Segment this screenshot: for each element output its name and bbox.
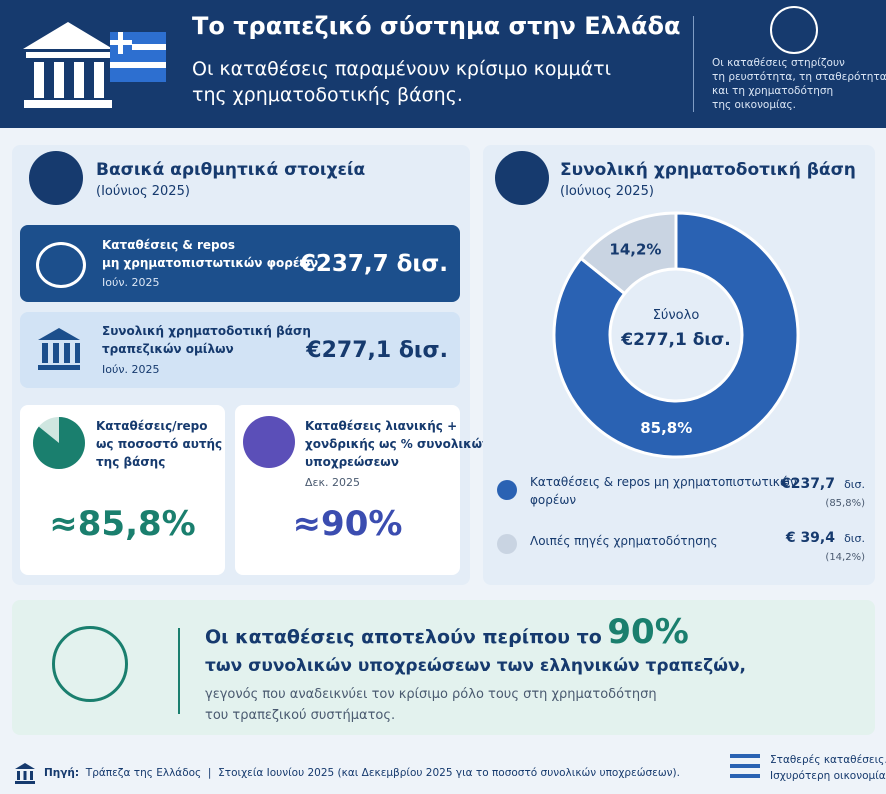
label-line: Καταθέσεις & repos <box>102 238 236 252</box>
coins-icon <box>29 151 83 205</box>
legend-dot <box>497 534 517 554</box>
card-date: Ιούν. 2025 <box>102 363 160 376</box>
card-label: Καταθέσεις & repos μη χρηματοπιστωτικών φ… <box>102 236 318 272</box>
tile-value: ≈90% <box>292 504 403 544</box>
menu-icon <box>730 754 760 778</box>
donut-slice <box>578 211 678 296</box>
label-line: Καταθέσεις λιανικής + <box>305 419 458 433</box>
label-line: τραπεζικών ομίλων <box>102 342 234 356</box>
label-line: της βάσης <box>96 455 166 469</box>
card <box>20 225 460 302</box>
slice-label: 14,2% <box>609 241 661 259</box>
mini-pie <box>33 417 86 469</box>
source: Τράπεζα της Ελλάδος <box>85 767 202 779</box>
highlight-lead: Οι καταθέσεις αποτελούν περίπου το 90% <box>205 612 689 652</box>
donut-chart: 85,8% 14,2% Σύνολο €277,1 δισ. Καταθέσεις & … <box>497 211 865 563</box>
bulb-icon <box>52 626 128 702</box>
lead-figure: 90% <box>607 612 689 652</box>
subtitle: Οι καταθέσεις παραμένουν κρίσιμο κομμάτι <box>192 58 612 80</box>
mini-slice <box>33 417 86 469</box>
label-line: χονδρικής ως % συνολικών <box>305 437 491 451</box>
card-date: Ιούν. 2025 <box>102 276 160 289</box>
legend-label: Λοιπές πηγές χρηματοδότησης <box>530 534 718 548</box>
legend-share: (85,8%) <box>825 498 865 509</box>
panel-title: Βασικά αριθμητικά στοιχεία <box>96 160 366 180</box>
tile-date: Δεκ. 2025 <box>305 476 360 489</box>
tile-label: Καταθέσεις λιανικής + χονδρικής ως % συνο… <box>305 417 490 471</box>
divider <box>178 628 180 714</box>
subtitle: της χρηματοδοτικής βάσης. <box>192 84 463 106</box>
highlight-body: γεγονός που αναδεικνύει τον κρίσιμο ρόλο… <box>205 684 657 726</box>
center-label: Σύνολο <box>653 308 700 323</box>
legend-unit: δισ. <box>844 532 865 545</box>
tile-value: ≈85,8% <box>49 504 196 544</box>
tile-label: Καταθέσεις/repo ως ποσοστό αυτής της βάσης <box>96 417 222 471</box>
legend-dot <box>497 480 517 500</box>
card-value: €237,7 δισ. <box>299 251 448 277</box>
legend-amount: € 39,4 <box>785 530 835 546</box>
label-line: μη χρηματοπιστωτικών φορέων <box>102 256 319 270</box>
label-line: Συνολική χρηματοδοτική βάση <box>102 324 311 338</box>
bank-icon <box>38 328 80 370</box>
legend-amount: €237,7 <box>780 476 835 492</box>
label-line: υποχρεώσεων <box>305 455 399 469</box>
footer-source: Πηγή: Τράπεζα της Ελλάδος | Στοιχεία Ιου… <box>44 767 680 779</box>
pie-icon <box>495 151 549 205</box>
slice-label: 85,8% <box>640 419 692 437</box>
highlight <box>12 600 875 735</box>
footer-icon <box>15 763 35 784</box>
tagline: Σταθερές καταθέσεις. Ισχυρότερη οικονομία… <box>770 752 886 784</box>
divider <box>693 16 694 112</box>
footer-note: Στοιχεία Ιουνίου 2025 (και Δεκεμβρίου 20… <box>218 767 680 779</box>
legend-unit: δισ. <box>844 478 865 491</box>
separator: | <box>207 767 212 779</box>
center-value: €277,1 δισ. <box>620 330 731 350</box>
legend-share: (14,2%) <box>825 552 865 563</box>
panel-period: (Ιούνιος 2025) <box>96 184 190 199</box>
coin-icon <box>770 6 818 54</box>
title: Το τραπεζικό σύστημα στην Ελλάδα <box>192 12 681 40</box>
header-icon <box>23 22 166 108</box>
tagline-line: Σταθερές καταθέσεις. <box>770 754 886 766</box>
chart-subtitle: (Ιούνιος 2025) <box>560 184 654 199</box>
card <box>20 312 460 388</box>
lead-text: Οι καταθέσεις αποτελούν περίπου το <box>205 626 602 648</box>
label-line: ως ποσοστό αυτής <box>96 437 223 451</box>
card-label: Συνολική χρηματοδοτική βάση τραπεζικών ομ… <box>102 322 311 358</box>
note-line: τη ρευστότητα, τη σταθερότητα <box>712 71 886 83</box>
body-line: γεγονός που αναδεικνύει τον κρίσιμο ρόλο… <box>205 687 657 702</box>
label-line: Καταθέσεις/repo <box>96 419 208 433</box>
note-line: Οι καταθέσεις στηρίζουν <box>712 57 845 69</box>
piggy-icon <box>36 242 86 288</box>
note-line: της οικονομίας. <box>712 99 797 111</box>
highlight-line: των συνολικών υποχρεώσεων των ελληνικών … <box>205 656 747 676</box>
legend-label: Καταθέσεις & repos μη χρηματοπιστωτικών φ… <box>530 475 797 507</box>
people-icon <box>243 416 295 468</box>
body-line: του τραπεζικού συστήματος. <box>205 708 396 723</box>
header-note: Οι καταθέσεις στηρίζουν τη ρευστότητα, τ… <box>712 56 886 112</box>
tagline-line: Ισχυρότερη οικονομία. <box>770 770 886 782</box>
donut-slice <box>552 211 800 459</box>
chart-title: Συνολική χρηματοδοτική βάση <box>560 160 856 180</box>
note-line: και τη χρηματοδότηση <box>712 85 834 97</box>
source-label: Πηγή: <box>44 767 80 779</box>
card-value: €277,1 δισ. <box>306 338 448 363</box>
